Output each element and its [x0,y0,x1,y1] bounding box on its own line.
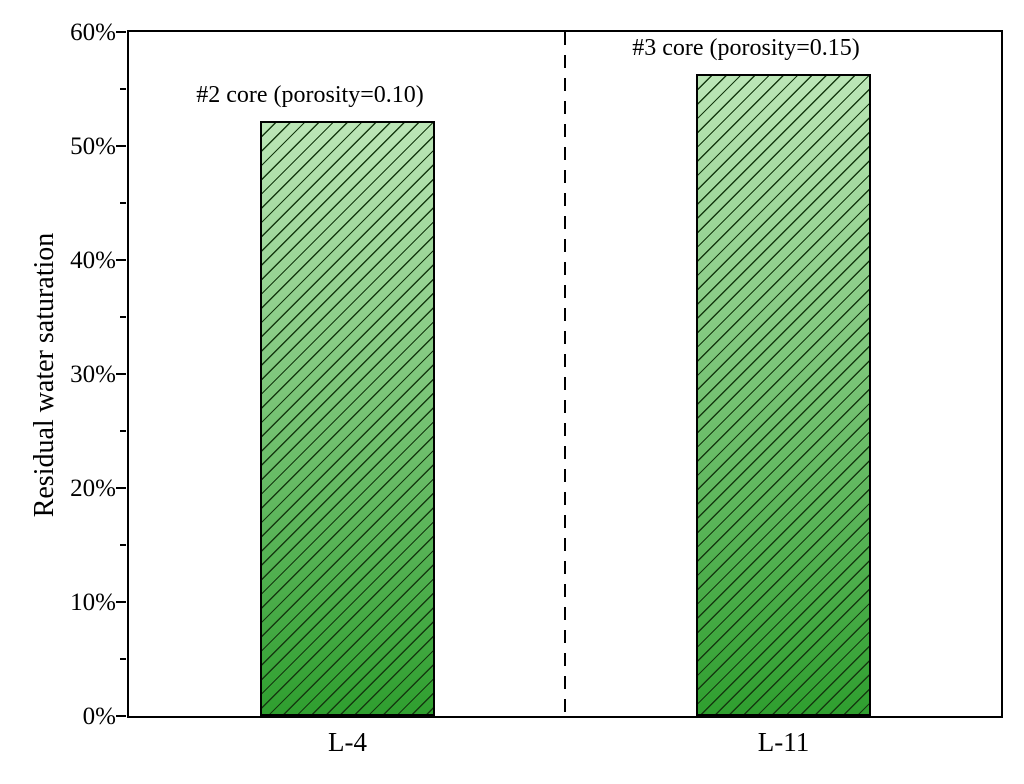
y-axis-minor-tick [120,201,126,205]
y-axis-minor-tick [120,657,126,661]
bar-l-4 [259,120,435,716]
y-axis-minor-tick [120,543,126,547]
y-axis-major-tick [116,600,126,604]
bar-annotation: #3 core (porosity=0.15) [632,35,860,62]
bar-l-11 [695,74,871,716]
y-axis-minor-tick [120,87,126,91]
y-tick-label: 40% [70,246,116,274]
y-tick-label: 60% [70,18,116,46]
x-tick-label: L-11 [757,727,810,757]
bar-annotation: #2 core (porosity=0.10) [196,81,424,108]
y-axis-major-tick [116,30,126,34]
y-axis-major-tick [116,258,126,262]
y-tick-label: 30% [70,360,116,388]
y-tick-label: 10% [70,588,116,616]
y-axis-major-tick [116,372,126,376]
plot-area: #2 core (porosity=0.10) #3 core (porosity… [116,30,1003,718]
y-axis-minor-tick [120,315,126,319]
y-axis-major-tick [116,714,126,718]
y-axis-major-tick [116,144,126,148]
dashed-separator-line [563,32,567,716]
x-tick-label: L-4 [328,727,367,757]
y-tick-label: 50% [70,132,116,160]
y-tick-label: 20% [70,474,116,502]
y-tick-label: 0% [82,702,116,730]
y-axis-major-tick [116,486,126,490]
y-axis-minor-tick [120,429,126,433]
